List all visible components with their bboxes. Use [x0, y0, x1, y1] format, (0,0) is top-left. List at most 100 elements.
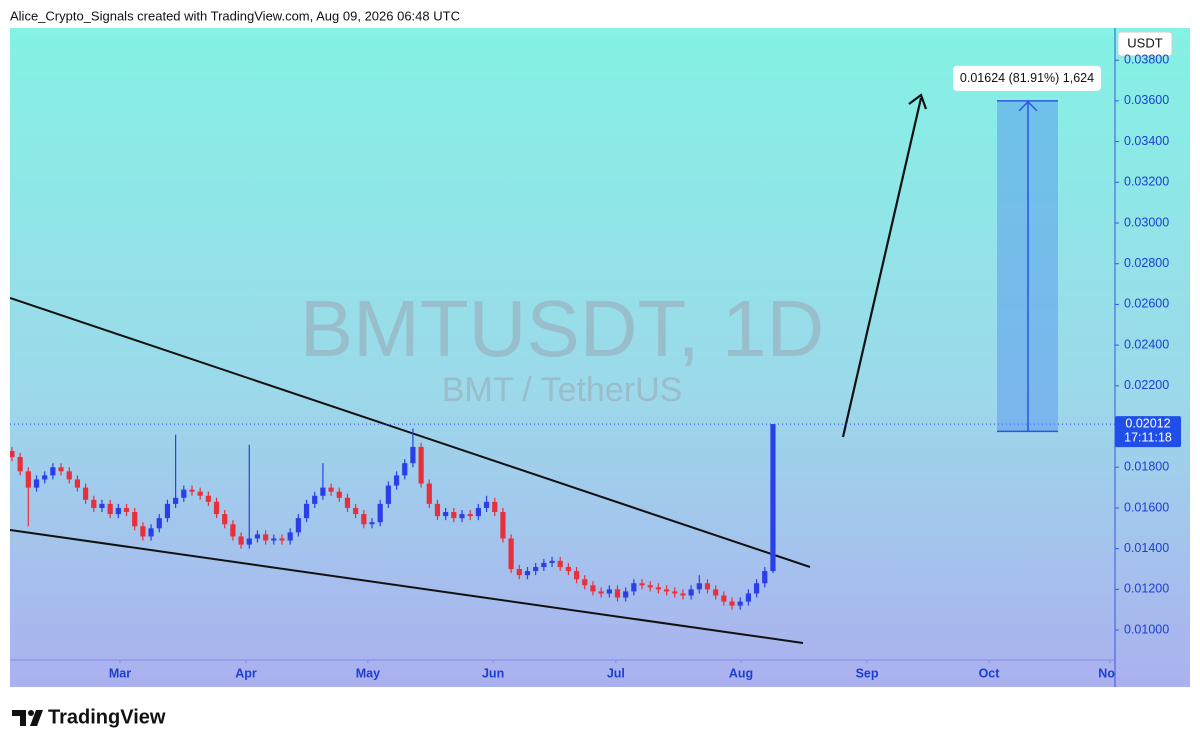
currency-box[interactable]	[1117, 31, 1173, 57]
candle-body	[303, 503, 310, 519]
candle-body	[508, 538, 514, 570]
measure-label: 0.01624 (81.91%) 1,624	[960, 71, 1094, 85]
candle-body	[590, 585, 596, 592]
candle-body	[123, 507, 130, 513]
logo-icon-slash	[30, 710, 43, 726]
candle-body	[549, 560, 555, 563]
candle-body	[189, 489, 195, 492]
y-tick-label: 0.01200	[1124, 582, 1169, 596]
candle-body	[663, 589, 670, 592]
candle-body	[42, 475, 48, 480]
candle-body	[639, 583, 645, 586]
candle-body	[173, 497, 179, 504]
candle-body	[426, 483, 432, 504]
candle-body	[320, 487, 326, 496]
candle-body	[729, 601, 735, 606]
candle-body	[238, 536, 244, 545]
candle-body	[181, 489, 187, 498]
candle-body	[696, 583, 702, 590]
candle-body	[230, 524, 236, 537]
candle-body	[328, 487, 334, 492]
x-tick-label: Jun	[482, 666, 504, 680]
x-tick-label: Mar	[109, 666, 131, 680]
candle-body	[598, 591, 604, 594]
candle-body	[753, 583, 760, 594]
candle-body	[655, 587, 662, 590]
candle-body	[762, 571, 768, 584]
candle-body	[745, 593, 752, 602]
candle-body	[254, 534, 261, 539]
candle-body	[533, 566, 539, 572]
candle-body	[688, 589, 694, 596]
candle-body	[524, 571, 531, 576]
countdown-label: 17:11:18	[1124, 430, 1172, 444]
candle-body	[737, 601, 743, 606]
x-tick-label: Sep	[856, 666, 879, 680]
y-tick-label: 0.01600	[1124, 500, 1169, 514]
candle-body	[672, 591, 678, 594]
candle-body	[336, 491, 342, 498]
candle-body	[557, 560, 563, 567]
candle-body	[361, 514, 367, 525]
candle-body	[115, 507, 121, 515]
candle-body	[500, 512, 506, 539]
y-tick-label: 0.02400	[1124, 337, 1169, 351]
y-tick-label: 0.01400	[1124, 541, 1169, 555]
candle-body	[541, 562, 547, 567]
candle-body	[623, 591, 629, 598]
candle-body	[271, 538, 277, 541]
candle-body	[721, 595, 727, 602]
candle-body	[66, 471, 72, 480]
logo-icon	[12, 710, 26, 726]
candle-body	[279, 538, 285, 541]
candle-body	[25, 471, 31, 488]
candle-body	[312, 495, 318, 504]
candle-body	[197, 491, 203, 496]
candle-body	[213, 501, 220, 515]
y-tick-label: 0.03000	[1124, 215, 1169, 229]
logo: TradingView	[12, 706, 166, 728]
candle-body	[713, 589, 719, 596]
candle-body	[443, 512, 449, 517]
candle-body	[451, 512, 457, 519]
candle-body	[83, 487, 89, 500]
candle-body	[606, 589, 612, 594]
drawings	[10, 93, 928, 644]
candle-body	[418, 446, 424, 484]
candle-body	[222, 514, 228, 525]
candle-body	[369, 522, 375, 525]
candle-body	[10, 450, 15, 458]
y-tick-label: 0.03600	[1124, 93, 1169, 107]
candle-body	[680, 593, 686, 596]
candle-body	[704, 583, 711, 590]
candle-body	[295, 518, 301, 533]
logo-icon-dot	[28, 710, 34, 716]
candle-body	[263, 534, 269, 541]
watermark-symbol: BMTUSDT, 1D	[300, 284, 825, 373]
candle-body	[516, 569, 522, 576]
candle-body	[770, 424, 776, 572]
watermark-description: BMT / TetherUS	[442, 371, 683, 409]
projection-arrow	[841, 97, 923, 438]
candle-body	[467, 514, 473, 517]
candle-body	[353, 507, 359, 515]
candle-body	[385, 485, 391, 504]
candle-body	[631, 583, 637, 592]
candle-body	[344, 497, 351, 508]
projection-arrow-head	[908, 93, 928, 110]
candle-body	[50, 467, 56, 476]
trendline-lower	[10, 529, 804, 644]
candle-body	[148, 528, 154, 537]
currency-label: USDT	[1127, 35, 1162, 50]
candle-body	[582, 579, 588, 586]
y-tick-label: 0.02800	[1124, 256, 1169, 270]
candle-body	[205, 495, 211, 502]
y-tick-label: 0.01800	[1124, 460, 1169, 474]
y-tick-label: 0.03200	[1124, 175, 1169, 189]
candle-body	[246, 538, 252, 545]
candle-body	[132, 512, 138, 527]
candle-body	[74, 479, 81, 488]
logo-text: TradingView	[48, 706, 166, 728]
candle-body	[33, 479, 40, 488]
